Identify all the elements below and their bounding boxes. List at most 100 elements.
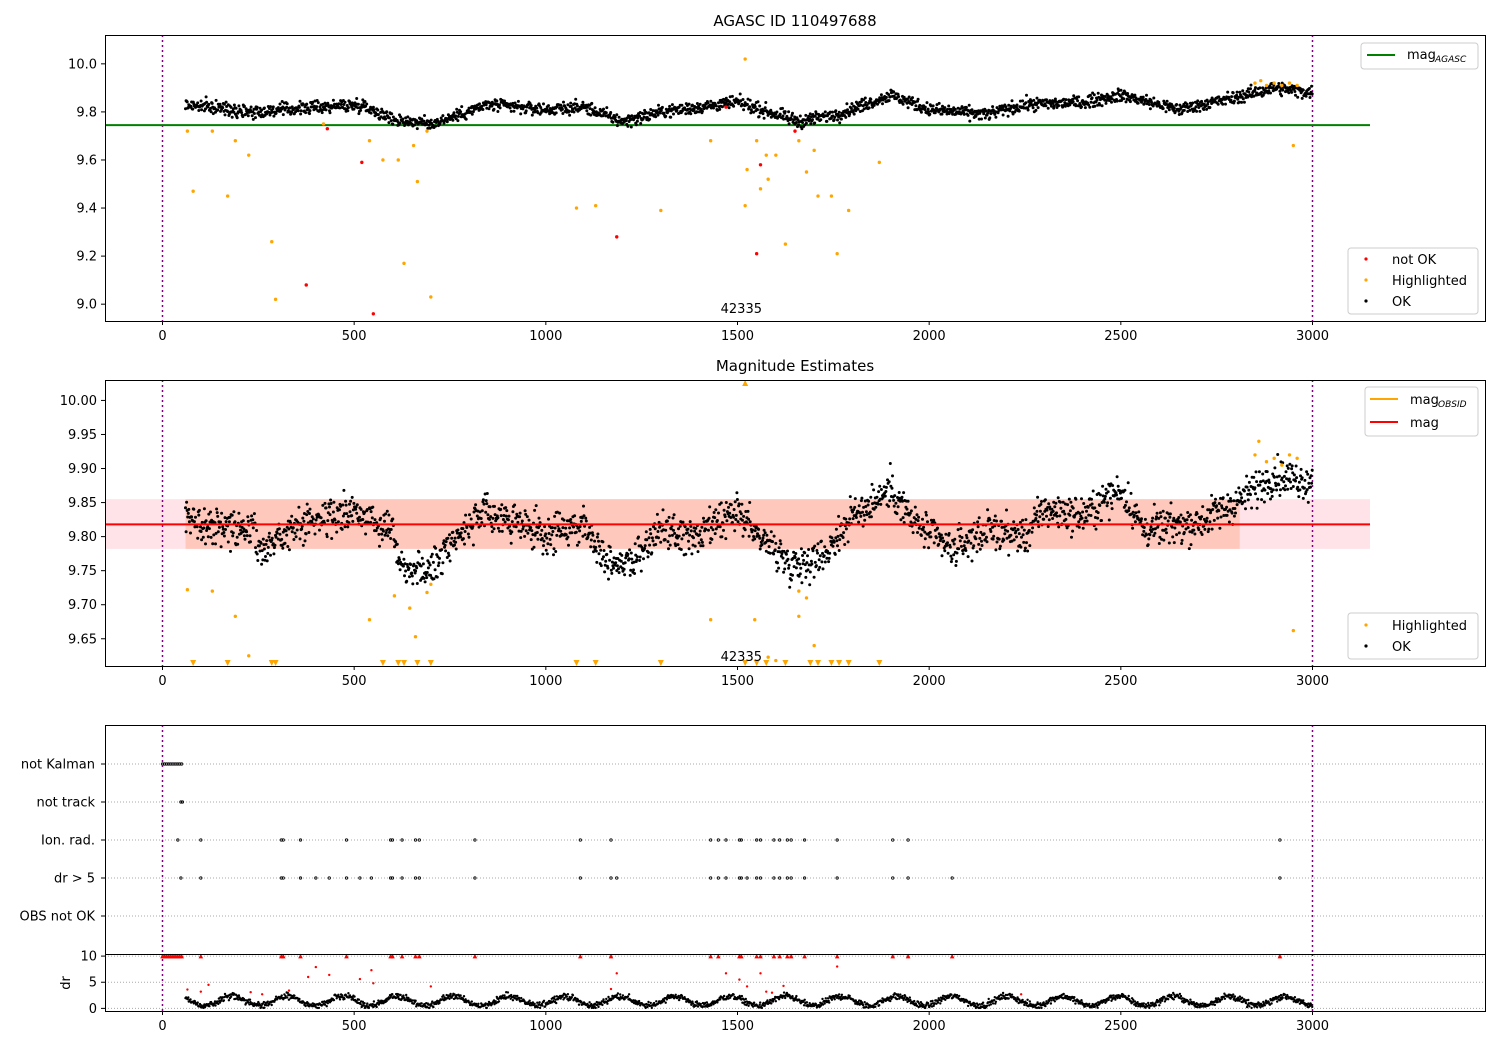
ok-point	[184, 506, 187, 510]
ok-point	[553, 514, 557, 518]
ok-point	[197, 109, 201, 112]
dr-point	[355, 999, 358, 1003]
ok-point	[274, 535, 278, 539]
ok-point	[687, 547, 691, 551]
flag-point	[168, 762, 172, 766]
y-tick-label: 9.70	[68, 598, 97, 613]
ok-point	[347, 521, 351, 525]
ok-point	[1011, 112, 1015, 116]
ok-point	[1155, 511, 1159, 515]
ok-point	[428, 563, 432, 567]
highlighted-clipped-marker	[224, 660, 231, 666]
ok-point	[864, 101, 868, 104]
ok-point	[326, 519, 330, 523]
ok-point	[711, 528, 715, 532]
ok-point	[547, 104, 550, 108]
ok-point	[700, 525, 704, 529]
ok-point	[778, 550, 782, 554]
ok-point	[1282, 480, 1286, 484]
ok-point	[635, 119, 639, 123]
ok-point	[706, 101, 710, 105]
highlighted-point	[185, 129, 190, 133]
ok-point	[1089, 100, 1093, 104]
ok-point	[817, 558, 821, 562]
dr-point	[470, 1000, 473, 1003]
ok-point	[732, 104, 736, 108]
ok-point	[769, 108, 773, 112]
flag-point	[789, 838, 793, 842]
dr-point	[316, 1006, 319, 1010]
ok-point	[1245, 474, 1249, 478]
ok-point	[1020, 535, 1023, 539]
ok-point	[794, 552, 798, 555]
ok-point	[813, 114, 817, 118]
ok-point	[957, 547, 961, 551]
ok-point	[1167, 541, 1171, 545]
ok-point	[1007, 553, 1011, 557]
y-tick-label: 9.2	[76, 250, 97, 265]
y-tick-label: 9.65	[68, 632, 97, 647]
ok-point	[1133, 520, 1137, 524]
ok-point	[311, 100, 315, 104]
ok-point	[664, 528, 668, 532]
ok-point	[211, 542, 215, 546]
ok-point	[819, 118, 823, 122]
legend-not-ok: not OK	[1392, 253, 1437, 268]
ok-point	[1164, 110, 1168, 114]
ok-point	[1280, 94, 1284, 98]
ok-point	[684, 112, 688, 116]
ok-point	[1172, 106, 1176, 110]
ok-point	[781, 556, 785, 560]
ok-point	[542, 102, 545, 106]
highlighted-clipped-marker	[395, 660, 402, 666]
ok-point	[988, 116, 992, 120]
ok-point	[809, 122, 813, 126]
ok-point	[378, 544, 381, 548]
dr-point	[212, 1004, 215, 1007]
ok-point	[723, 515, 727, 519]
ok-point	[1267, 478, 1271, 482]
ok-point	[1071, 529, 1075, 533]
ok-point	[217, 525, 221, 529]
ok-point	[1055, 514, 1059, 518]
ok-point	[849, 107, 853, 110]
ok-point	[817, 568, 821, 572]
ok-point	[658, 111, 662, 115]
ok-point	[777, 566, 781, 570]
not-ok-point	[758, 163, 763, 167]
ok-point	[833, 115, 837, 119]
ok-point	[695, 110, 699, 114]
highlighted-clipped-marker	[836, 660, 843, 666]
flag-label: Ion. rad.	[41, 834, 95, 849]
ok-point	[1120, 496, 1123, 500]
ok-point	[921, 528, 925, 532]
ok-point	[222, 534, 226, 538]
ok-point	[869, 495, 873, 499]
ok-point	[266, 545, 270, 549]
ok-point	[572, 110, 576, 114]
ok-point	[389, 528, 393, 531]
highlighted-point	[708, 617, 713, 622]
flag-point	[739, 838, 743, 842]
ok-point	[709, 99, 713, 103]
ok-point	[498, 106, 502, 110]
ok-point	[252, 112, 256, 115]
ok-point	[820, 560, 824, 564]
ok-point	[547, 517, 550, 521]
dr-point	[477, 1002, 480, 1005]
ok-point	[1252, 475, 1256, 479]
ok-point	[652, 525, 655, 529]
ok-point	[1098, 504, 1102, 507]
ok-point	[964, 105, 968, 109]
ok-point	[1162, 538, 1166, 542]
ok-point	[609, 568, 613, 572]
ok-point	[249, 105, 253, 109]
ok-point	[492, 107, 496, 111]
ok-point	[1266, 492, 1270, 495]
ok-point	[952, 553, 956, 557]
ok-point	[853, 497, 857, 501]
ok-point	[346, 109, 350, 113]
ok-point	[1247, 480, 1251, 484]
ok-point	[467, 106, 471, 110]
ok-point	[209, 106, 212, 110]
